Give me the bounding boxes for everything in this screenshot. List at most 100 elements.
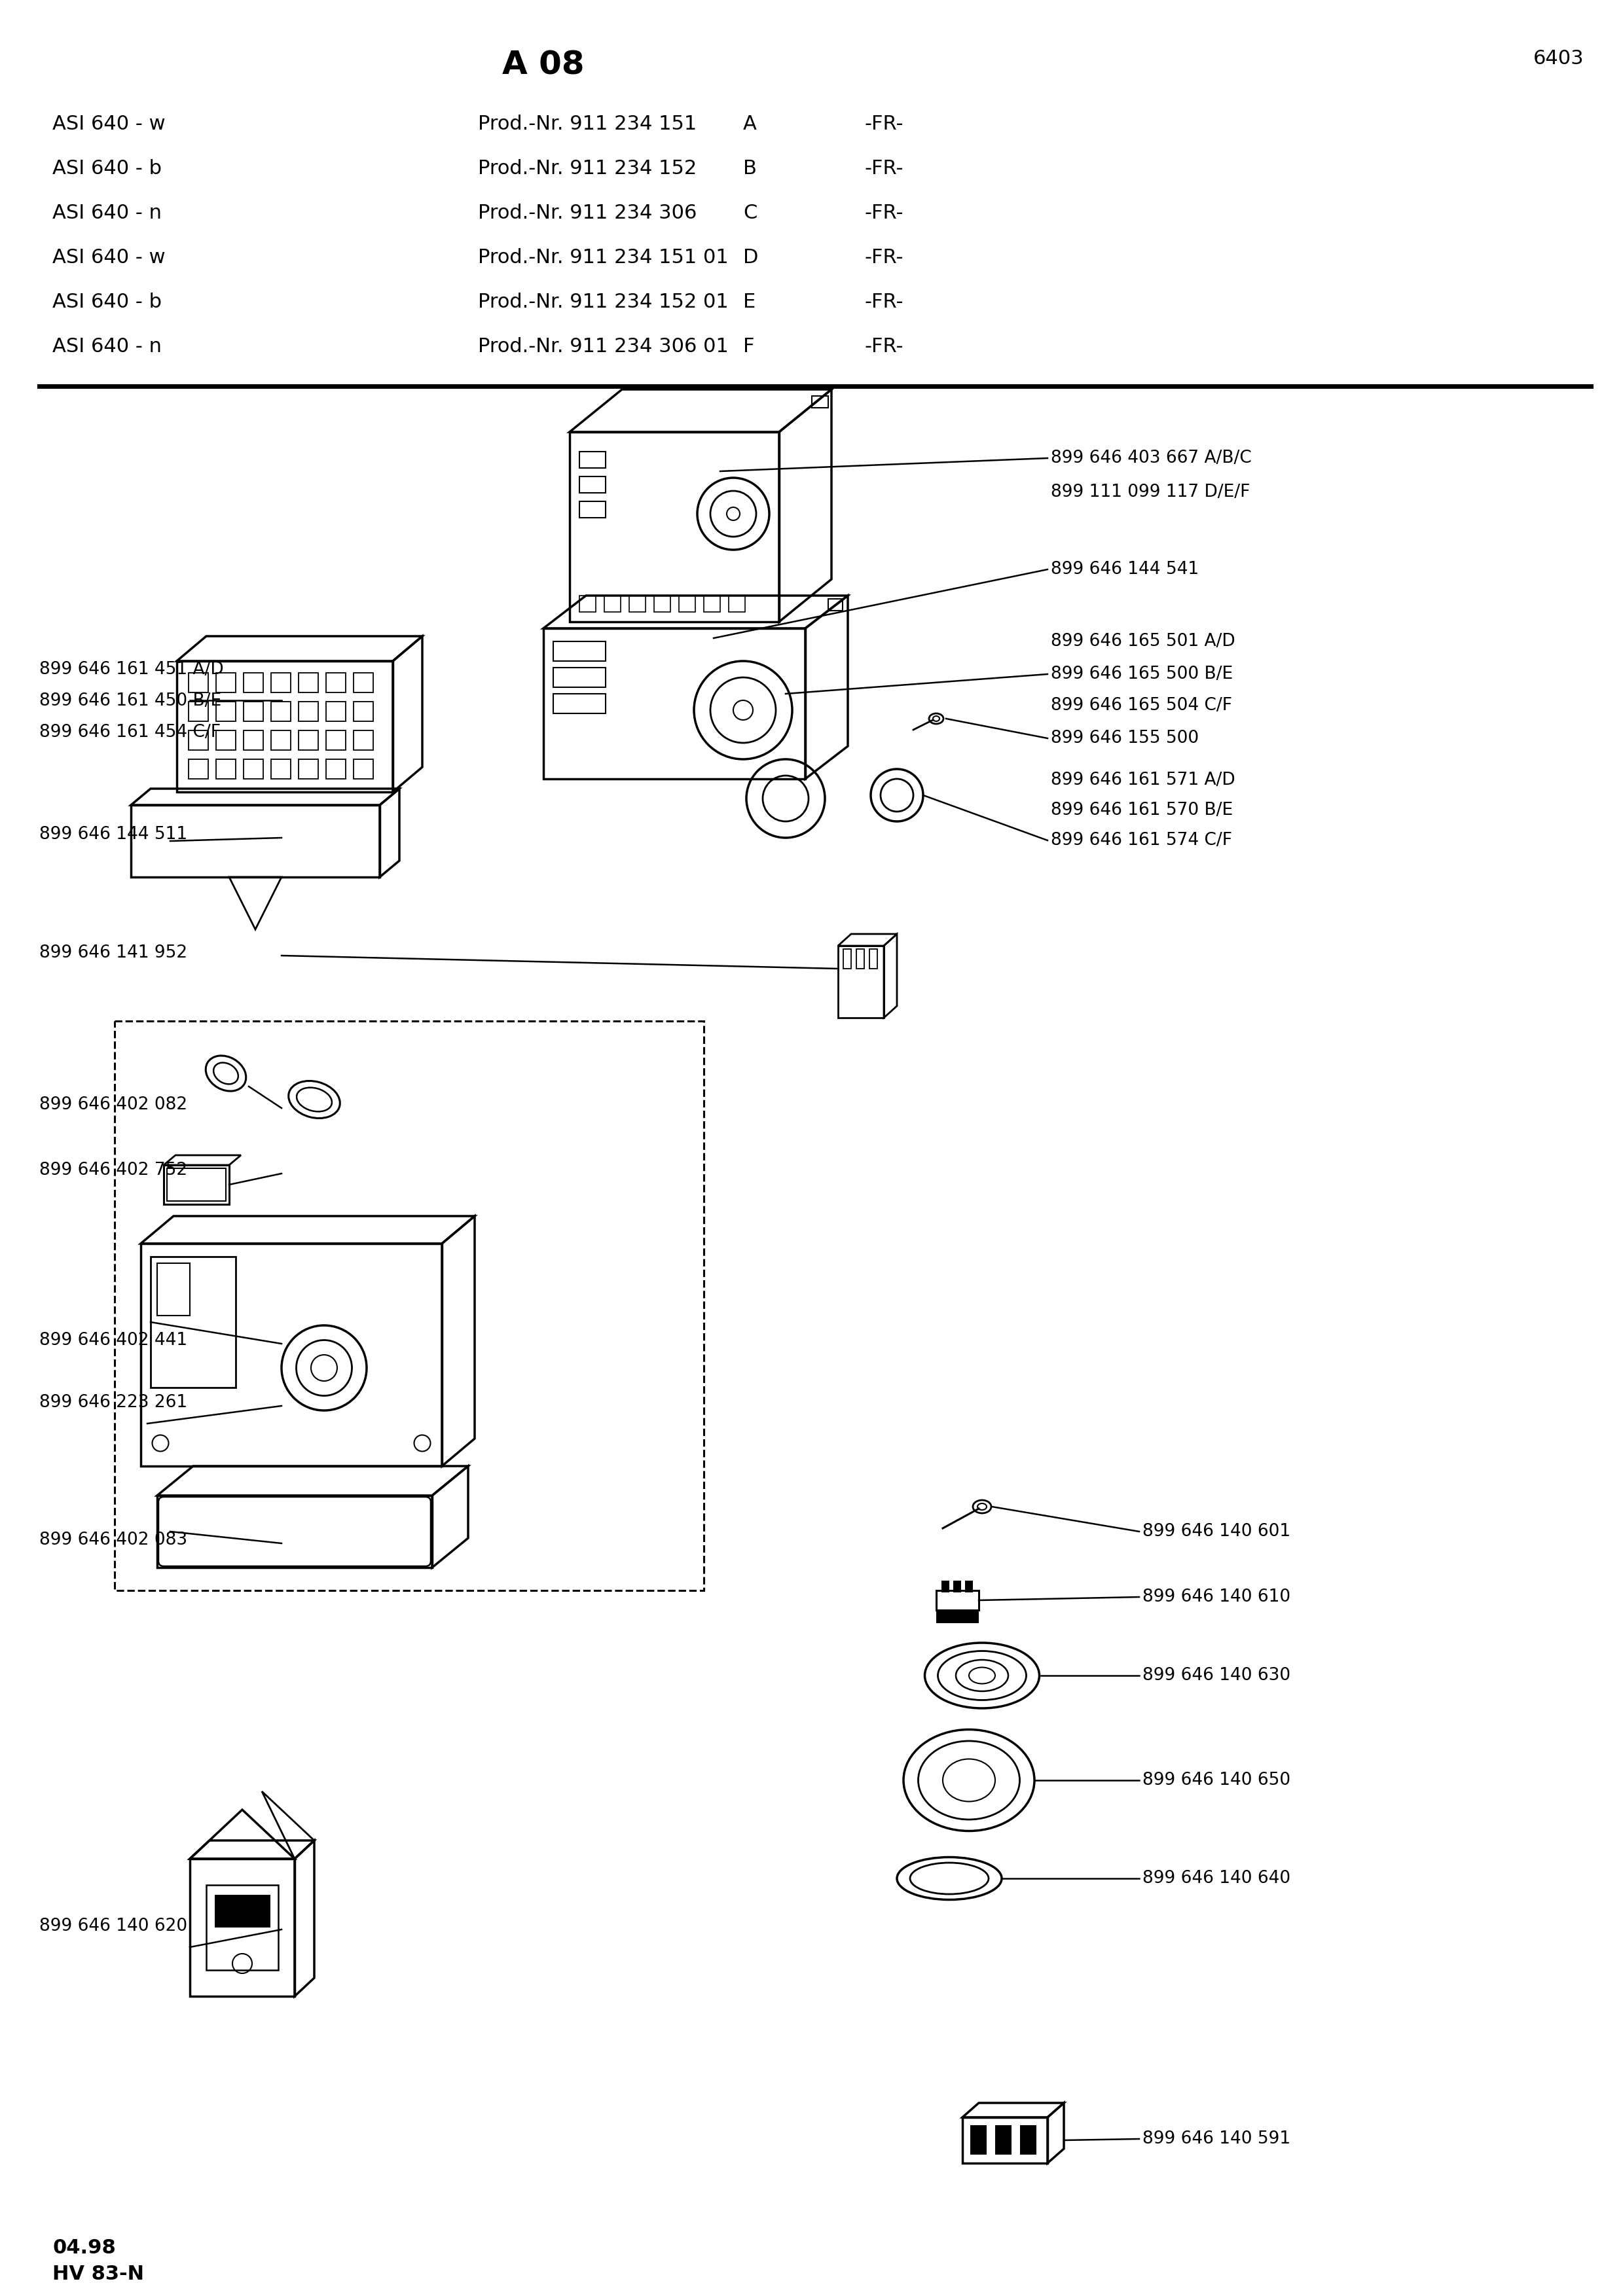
Text: Prod.-Nr. 911 234 306: Prod.-Nr. 911 234 306 [477, 204, 696, 223]
Text: -FR-: -FR- [863, 204, 902, 223]
Bar [857, 948, 863, 969]
Text: Prod.-Nr. 911 234 151 01: Prod.-Nr. 911 234 151 01 [477, 248, 729, 266]
Text: Prod.-Nr. 911 234 152 01: Prod.-Nr. 911 234 152 01 [477, 292, 729, 312]
Text: Prod.-Nr. 911 234 306 01: Prod.-Nr. 911 234 306 01 [477, 338, 729, 356]
Bar [326, 760, 346, 778]
Text: ASI 640 - w: ASI 640 - w [52, 248, 166, 266]
Bar [870, 948, 878, 969]
Text: 899 646 403 667 A/B/C: 899 646 403 667 A/B/C [1050, 450, 1251, 466]
Text: C: C [743, 204, 756, 223]
Bar [271, 760, 291, 778]
Text: 899 646 161 570 B/E: 899 646 161 570 B/E [1050, 801, 1233, 820]
Text: 899 646 140 591: 899 646 140 591 [1143, 2131, 1290, 2147]
Text: Prod.-Nr. 911 234 151: Prod.-Nr. 911 234 151 [477, 115, 696, 133]
Bar [630, 595, 646, 613]
Bar [941, 1580, 949, 1593]
Text: 899 646 155 500: 899 646 155 500 [1050, 730, 1199, 746]
Bar [216, 703, 235, 721]
Bar [216, 760, 235, 778]
Text: 899 646 161 451 A/D: 899 646 161 451 A/D [39, 661, 224, 677]
Bar [966, 1580, 972, 1593]
Bar [678, 595, 695, 613]
Text: ASI 640 - n: ASI 640 - n [52, 204, 162, 223]
Bar [844, 948, 850, 969]
Bar [729, 595, 745, 613]
Bar [354, 760, 373, 778]
Bar [243, 703, 263, 721]
Bar [299, 760, 318, 778]
Bar [188, 760, 208, 778]
Bar [995, 2126, 1011, 2154]
Text: 899 646 402 752: 899 646 402 752 [39, 1162, 187, 1178]
Text: 899 646 161 454 C/F: 899 646 161 454 C/F [39, 723, 221, 742]
Bar [936, 1591, 979, 1609]
Bar [271, 673, 291, 693]
Bar [654, 595, 670, 613]
Bar [243, 673, 263, 693]
Bar [579, 595, 596, 613]
Text: 899 646 140 601: 899 646 140 601 [1143, 1522, 1290, 1541]
Text: 899 646 161 571 A/D: 899 646 161 571 A/D [1050, 771, 1235, 790]
Bar [188, 730, 208, 751]
Text: B: B [743, 158, 756, 179]
Bar [354, 673, 373, 693]
Text: 899 646 165 501 A/D: 899 646 165 501 A/D [1050, 634, 1235, 650]
Text: -FR-: -FR- [863, 158, 902, 179]
Bar [704, 595, 721, 613]
Bar [157, 1263, 190, 1316]
Bar [167, 1169, 226, 1201]
Bar [354, 703, 373, 721]
Bar [936, 1609, 979, 1623]
Bar [188, 703, 208, 721]
Text: -FR-: -FR- [863, 292, 902, 312]
Text: -FR-: -FR- [863, 338, 902, 356]
Text: 899 646 140 610: 899 646 140 610 [1143, 1589, 1290, 1605]
Bar [188, 673, 208, 693]
Text: 899 646 161 574 C/F: 899 646 161 574 C/F [1050, 831, 1232, 850]
Text: 899 646 402 083: 899 646 402 083 [39, 1531, 187, 1548]
Text: 899 646 161 450 B/E: 899 646 161 450 B/E [39, 693, 221, 709]
Bar [553, 693, 605, 714]
Text: 899 646 165 504 C/F: 899 646 165 504 C/F [1050, 698, 1232, 714]
Text: 6403: 6403 [1534, 48, 1584, 69]
Text: HV 83-N: HV 83-N [52, 2264, 144, 2285]
Text: F: F [743, 338, 755, 356]
Text: 899 646 140 640: 899 646 140 640 [1143, 1869, 1290, 1887]
Text: 899 646 165 500 B/E: 899 646 165 500 B/E [1050, 666, 1233, 682]
Bar [812, 395, 828, 409]
Text: ASI 640 - b: ASI 640 - b [52, 158, 162, 179]
Bar [828, 599, 842, 611]
Bar [216, 673, 235, 693]
Bar [151, 1256, 235, 1387]
Bar [579, 452, 605, 468]
Text: 899 646 140 630: 899 646 140 630 [1143, 1667, 1290, 1683]
Text: 899 646 402 441: 899 646 402 441 [39, 1332, 187, 1350]
Text: A: A [743, 115, 756, 133]
Bar [299, 673, 318, 693]
Text: 899 646 144 511: 899 646 144 511 [39, 827, 187, 843]
Bar [299, 730, 318, 751]
Bar [579, 478, 605, 494]
Text: ASI 640 - b: ASI 640 - b [52, 292, 162, 312]
Bar [326, 730, 346, 751]
Text: -FR-: -FR- [863, 248, 902, 266]
Text: 899 646 141 952: 899 646 141 952 [39, 944, 187, 962]
Text: 899 646 144 541: 899 646 144 541 [1050, 560, 1199, 579]
Bar [326, 673, 346, 693]
Text: ASI 640 - n: ASI 640 - n [52, 338, 162, 356]
Bar [354, 730, 373, 751]
Text: ASI 640 - w: ASI 640 - w [52, 115, 166, 133]
Bar [243, 730, 263, 751]
Text: -FR-: -FR- [863, 115, 902, 133]
Text: 899 646 140 620: 899 646 140 620 [39, 1917, 187, 1936]
Bar [115, 1022, 704, 1591]
Bar [604, 595, 620, 613]
Bar [953, 1580, 961, 1593]
Bar [243, 760, 263, 778]
Text: E: E [743, 292, 756, 312]
Bar [1019, 2126, 1037, 2154]
Bar [216, 730, 235, 751]
Bar [271, 703, 291, 721]
Text: 899 646 402 082: 899 646 402 082 [39, 1095, 187, 1114]
Text: A 08: A 08 [502, 48, 584, 80]
